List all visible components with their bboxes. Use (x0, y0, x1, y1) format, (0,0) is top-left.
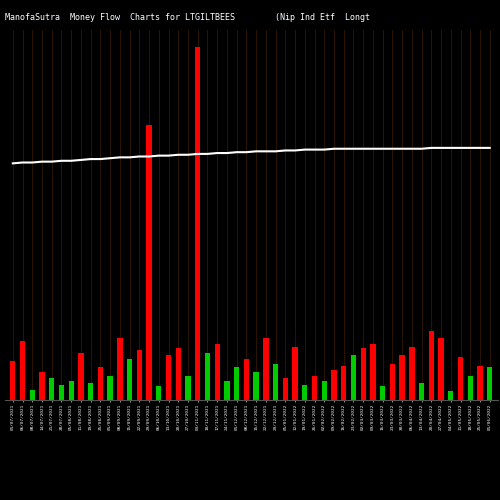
Bar (478, 366, 482, 400)
Bar (234, 368, 239, 400)
Bar (176, 348, 181, 400)
Bar (117, 338, 122, 400)
Bar (166, 356, 171, 400)
Bar (312, 376, 317, 400)
Bar (428, 331, 434, 400)
Bar (438, 338, 444, 400)
Bar (127, 358, 132, 400)
Bar (136, 350, 142, 400)
Bar (448, 392, 454, 400)
Bar (20, 342, 25, 400)
Bar (458, 357, 463, 400)
Bar (254, 372, 259, 400)
Bar (30, 390, 35, 400)
Bar (419, 383, 424, 400)
Bar (263, 338, 268, 400)
Bar (49, 378, 54, 400)
Bar (273, 364, 278, 400)
Bar (360, 348, 366, 400)
Bar (205, 352, 210, 400)
Bar (370, 344, 376, 400)
Bar (380, 386, 386, 400)
Bar (302, 384, 308, 400)
Bar (98, 368, 103, 400)
Bar (146, 124, 152, 400)
Bar (322, 381, 327, 400)
Bar (78, 352, 84, 400)
Bar (487, 368, 492, 400)
Bar (10, 362, 16, 400)
Bar (59, 384, 64, 400)
Bar (332, 370, 336, 400)
Bar (468, 376, 473, 400)
Bar (40, 372, 44, 400)
Bar (400, 356, 405, 400)
Bar (351, 356, 356, 400)
Bar (224, 381, 230, 400)
Bar (292, 346, 298, 400)
Bar (186, 376, 190, 400)
Bar (282, 378, 288, 400)
Bar (88, 383, 94, 400)
Text: ManofaSutra  Money Flow  Charts for LTGILTBEES        (Nip Ind Etf  Longt: ManofaSutra Money Flow Charts for LTGILT… (5, 12, 370, 22)
Bar (409, 346, 414, 400)
Bar (156, 386, 162, 400)
Bar (195, 47, 200, 400)
Bar (68, 381, 74, 400)
Bar (341, 366, 346, 400)
Bar (214, 344, 220, 400)
Bar (108, 376, 113, 400)
Bar (244, 358, 249, 400)
Bar (390, 364, 395, 400)
